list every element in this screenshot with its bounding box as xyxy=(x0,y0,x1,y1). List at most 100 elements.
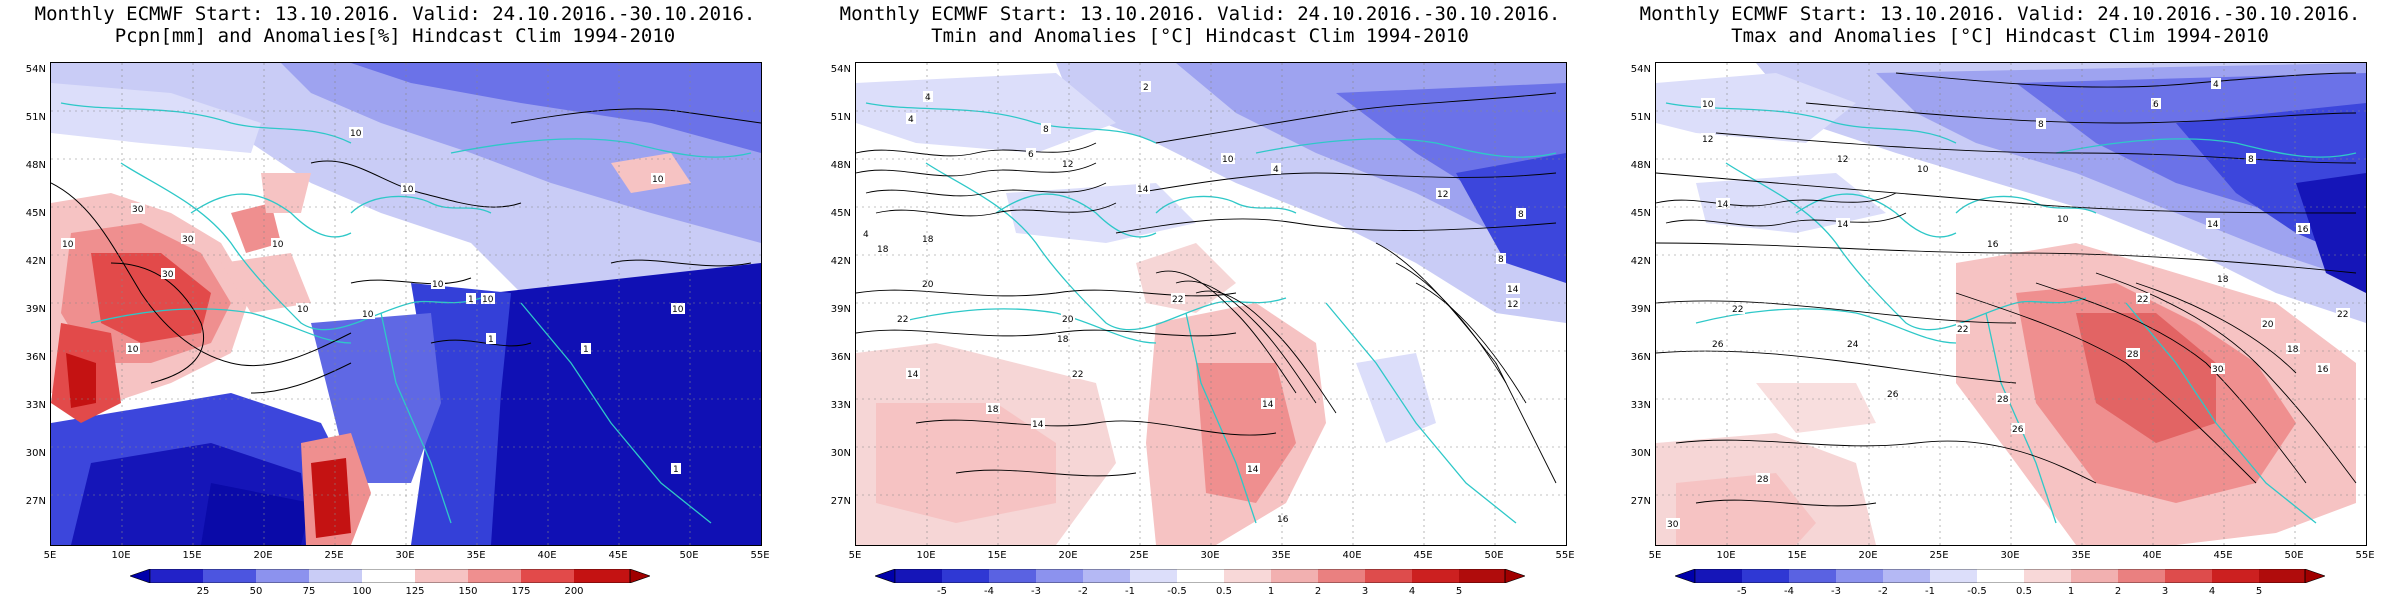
lon-label: 20E xyxy=(253,550,273,561)
svg-text:10: 10 xyxy=(272,240,284,250)
tmin-map-panel: Monthly ECMWF Start: 13.10.2016. Valid: … xyxy=(805,0,1595,600)
lon-label: 20E xyxy=(1058,550,1078,561)
svg-text:10: 10 xyxy=(1222,155,1234,165)
panel-title-line1: Monthly ECMWF Start: 13.10.2016. Valid: … xyxy=(1639,3,2361,25)
lon-label: 25E xyxy=(1129,550,1149,561)
lat-label: 30N xyxy=(1630,448,1651,459)
lat-label: 27N xyxy=(25,496,46,507)
svg-text:22: 22 xyxy=(2137,295,2148,305)
lat-label: 48N xyxy=(25,160,46,171)
lon-label: 15E xyxy=(1787,550,1807,561)
svg-text:10: 10 xyxy=(297,305,309,315)
lat-label: 36N xyxy=(830,352,851,363)
svg-text:10: 10 xyxy=(362,310,374,320)
svg-text:12: 12 xyxy=(1837,155,1848,165)
colorbar-label: -3 xyxy=(1831,586,1841,597)
lon-label: 35E xyxy=(2071,550,2091,561)
lat-label: 48N xyxy=(830,160,851,171)
svg-text:22: 22 xyxy=(897,315,908,325)
colorbar-label: 0.5 xyxy=(1216,586,1232,597)
colorbar-label: -0.5 xyxy=(1167,586,1187,597)
svg-text:4: 4 xyxy=(1273,165,1279,175)
lon-label: 25E xyxy=(324,550,344,561)
colorbar-label: 200 xyxy=(564,586,584,597)
svg-text:1: 1 xyxy=(488,335,494,345)
lat-label: 36N xyxy=(25,352,46,363)
lon-label: 45E xyxy=(608,550,628,561)
colorbar-label: 3 xyxy=(1361,586,1369,597)
svg-text:18: 18 xyxy=(2287,345,2299,355)
svg-text:16: 16 xyxy=(1987,240,1999,250)
svg-text:28: 28 xyxy=(1997,395,2009,405)
lon-label: 30E xyxy=(2000,550,2020,561)
lat-label: 45N xyxy=(830,208,851,219)
panel-title-line1: Monthly ECMWF Start: 13.10.2016. Valid: … xyxy=(839,3,1561,25)
svg-text:20: 20 xyxy=(922,280,934,290)
lat-label: 54N xyxy=(830,64,851,75)
panel-title-line1: Monthly ECMWF Start: 13.10.2016. Valid: … xyxy=(34,3,756,25)
lon-label: 5E xyxy=(1648,550,1662,561)
tmin-shading: 2 4 4 6 8 10 12 14 4 12 8 18 18 20 22 20… xyxy=(856,63,1566,545)
svg-text:1: 1 xyxy=(468,295,474,305)
svg-text:10: 10 xyxy=(432,280,444,290)
svg-text:12: 12 xyxy=(1507,300,1518,310)
lat-label: 30N xyxy=(25,448,46,459)
colorbar-label: -3 xyxy=(1031,586,1041,597)
tmax-anomaly-map: 4 6 8 8 10 12 10 14 12 10 14 16 14 16 18… xyxy=(1655,62,2367,546)
svg-text:14: 14 xyxy=(907,370,919,380)
svg-text:24: 24 xyxy=(1847,340,1859,350)
svg-text:30: 30 xyxy=(132,205,144,215)
svg-text:14: 14 xyxy=(1247,465,1259,475)
svg-text:14: 14 xyxy=(2207,220,2219,230)
lon-label: 35E xyxy=(1271,550,1291,561)
lat-label: 54N xyxy=(25,64,46,75)
lat-label: 33N xyxy=(25,400,46,411)
svg-text:14: 14 xyxy=(1137,185,1149,195)
colorbar-label: 2 xyxy=(1314,586,1322,597)
colorbar-label: 25 xyxy=(196,586,210,597)
lon-label: 45E xyxy=(2213,550,2233,561)
lon-label: 40E xyxy=(2142,550,2162,561)
svg-text:6: 6 xyxy=(2153,100,2159,110)
svg-text:28: 28 xyxy=(1757,475,1769,485)
svg-text:4: 4 xyxy=(908,115,914,125)
lat-label: 36N xyxy=(1630,352,1651,363)
lon-label: 40E xyxy=(1342,550,1362,561)
svg-text:14: 14 xyxy=(1262,400,1274,410)
svg-text:10: 10 xyxy=(402,185,414,195)
colorbar-label: 100 xyxy=(352,586,372,597)
lon-label: 50E xyxy=(1484,550,1504,561)
svg-text:18: 18 xyxy=(987,405,999,415)
svg-text:16: 16 xyxy=(2297,225,2309,235)
svg-text:22: 22 xyxy=(1172,295,1183,305)
colorbar-label: 150 xyxy=(458,586,478,597)
svg-text:30: 30 xyxy=(182,235,194,245)
svg-text:4: 4 xyxy=(925,93,931,103)
lat-label: 39N xyxy=(830,304,851,315)
lat-label: 42N xyxy=(830,256,851,267)
lon-label: 45E xyxy=(1413,550,1433,561)
colorbar-label: -1 xyxy=(1125,586,1135,597)
colorbar-label: 125 xyxy=(405,586,425,597)
colorbar-label: 175 xyxy=(511,586,531,597)
precip-colorbar xyxy=(130,569,650,583)
colorbar-label: -0.5 xyxy=(1967,586,1987,597)
lon-label: 55E xyxy=(2355,550,2375,561)
colorbar-label: 4 xyxy=(2208,586,2216,597)
lon-label: 30E xyxy=(395,550,415,561)
lat-label: 45N xyxy=(1630,208,1651,219)
svg-text:18: 18 xyxy=(922,235,934,245)
svg-text:8: 8 xyxy=(1518,210,1524,220)
svg-text:10: 10 xyxy=(127,345,139,355)
svg-text:30: 30 xyxy=(1667,520,1679,530)
colorbar-label: 1 xyxy=(1267,586,1275,597)
svg-text:18: 18 xyxy=(2217,275,2229,285)
colorbar-label: -2 xyxy=(1878,586,1888,597)
lon-label: 55E xyxy=(750,550,770,561)
colorbar-label: 2 xyxy=(2114,586,2122,597)
colorbar-label: -2 xyxy=(1078,586,1088,597)
svg-text:18: 18 xyxy=(877,245,889,255)
svg-text:1: 1 xyxy=(583,345,589,355)
lon-label: 15E xyxy=(987,550,1007,561)
lat-label: 42N xyxy=(1630,256,1651,267)
